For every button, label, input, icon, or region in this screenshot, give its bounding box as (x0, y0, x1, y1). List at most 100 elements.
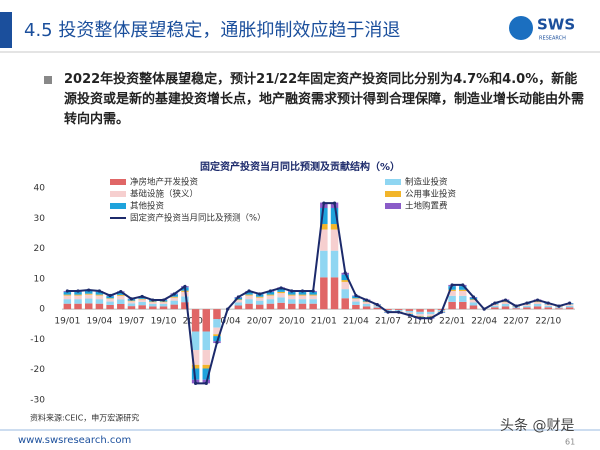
bar-segment (341, 281, 349, 290)
logo-sub: RESEARCH (539, 36, 566, 42)
y-tick-label: 10 (34, 274, 46, 284)
bar-segment (74, 303, 82, 310)
bar-segment (426, 311, 435, 315)
bar-segment (565, 304, 574, 306)
bar-segment (84, 298, 93, 304)
y-tick-label: -20 (30, 365, 45, 375)
line-marker (268, 289, 273, 293)
bar-segment (352, 304, 360, 310)
x-tick-label: 21/01 (311, 317, 337, 327)
line-marker (247, 289, 251, 293)
bar-segment (288, 295, 296, 300)
line-marker (397, 310, 401, 314)
bar-segment (362, 303, 371, 307)
line-marker (129, 297, 134, 301)
bar-segment (533, 301, 542, 303)
line-marker (97, 289, 102, 293)
bar-segment (255, 304, 264, 310)
bar-segment (266, 303, 275, 310)
bar-segment (309, 295, 317, 300)
bar-segment (245, 291, 253, 295)
line-marker (300, 289, 305, 293)
line-marker (482, 307, 486, 311)
bar-segment (95, 295, 104, 300)
bar-segment (555, 308, 563, 310)
bar-segment (459, 295, 467, 302)
bar-segment (288, 299, 296, 304)
bar-segment (159, 303, 168, 307)
bar-segment (213, 327, 221, 335)
x-tick-label: 19/07 (119, 317, 145, 327)
x-tick-label: 22/10 (535, 317, 561, 327)
bar-segment (298, 299, 307, 304)
bar-segment (373, 306, 382, 308)
bar-segment (501, 306, 510, 310)
bar-segment (544, 304, 553, 306)
bar-segment (523, 305, 531, 308)
bar-segment (106, 304, 114, 310)
bar-segment (266, 294, 275, 296)
line-marker (471, 295, 476, 299)
bar-segment (298, 294, 307, 296)
page-number: 61 (565, 438, 575, 447)
bar-segment (288, 303, 296, 310)
bar-segment (202, 364, 211, 369)
bar-segment (373, 307, 382, 310)
source: 资料来源:CEIC，申万宏源研究 (30, 413, 139, 423)
bar-segment (298, 303, 307, 310)
bar-segment (245, 303, 253, 310)
bar-segment (426, 316, 435, 317)
x-tick-label: 21/04 (343, 317, 369, 327)
bar-segment (159, 306, 168, 310)
bar-segment (202, 368, 211, 380)
line-marker (215, 340, 219, 345)
bar-segment (426, 314, 435, 317)
bar-segment (384, 309, 392, 311)
line-marker (332, 201, 337, 205)
line-marker (493, 301, 497, 305)
legend-label: 制造业投资 (405, 177, 448, 188)
line-marker (193, 381, 198, 385)
bar-segment (523, 307, 531, 310)
logo: SWS (537, 16, 575, 34)
bar-segment (352, 296, 360, 299)
line-marker (461, 283, 465, 287)
bar-segment (149, 302, 157, 304)
legend-swatch (385, 203, 401, 209)
bar-segment (533, 302, 542, 304)
x-tick-label: 21/10 (407, 317, 433, 327)
line-marker (183, 284, 187, 289)
line-marker (258, 292, 262, 296)
line-marker (503, 298, 508, 302)
y-tick-label: -10 (30, 335, 45, 345)
bar-segment (512, 307, 520, 309)
bar-segment (95, 299, 104, 304)
line-marker (386, 310, 390, 314)
line-marker (140, 294, 144, 299)
bar-segment (191, 350, 200, 365)
bar-segment (117, 303, 125, 310)
bar-segment (320, 229, 328, 251)
bar-segment (320, 207, 328, 225)
bar-segment (127, 300, 136, 302)
bar-segment (352, 298, 360, 299)
bar-segment (245, 295, 253, 300)
line-marker (375, 303, 379, 307)
bar-segment (234, 305, 243, 310)
bar-segment (127, 303, 136, 307)
bar-segment (394, 310, 403, 311)
bar-segment (459, 290, 467, 296)
bar-segment (362, 302, 371, 304)
x-tick-label: 22/04 (471, 317, 497, 327)
line-marker (76, 289, 80, 293)
line-marker (226, 307, 230, 311)
bar-segment (448, 290, 456, 296)
bar-segment (459, 301, 467, 310)
bar-segment (512, 308, 520, 310)
bar-segment (127, 306, 136, 310)
line-marker (204, 381, 208, 385)
bar-segment (84, 294, 93, 299)
bar-segment (191, 331, 200, 351)
bar-segment (84, 293, 93, 295)
bar-segment (255, 297, 264, 301)
